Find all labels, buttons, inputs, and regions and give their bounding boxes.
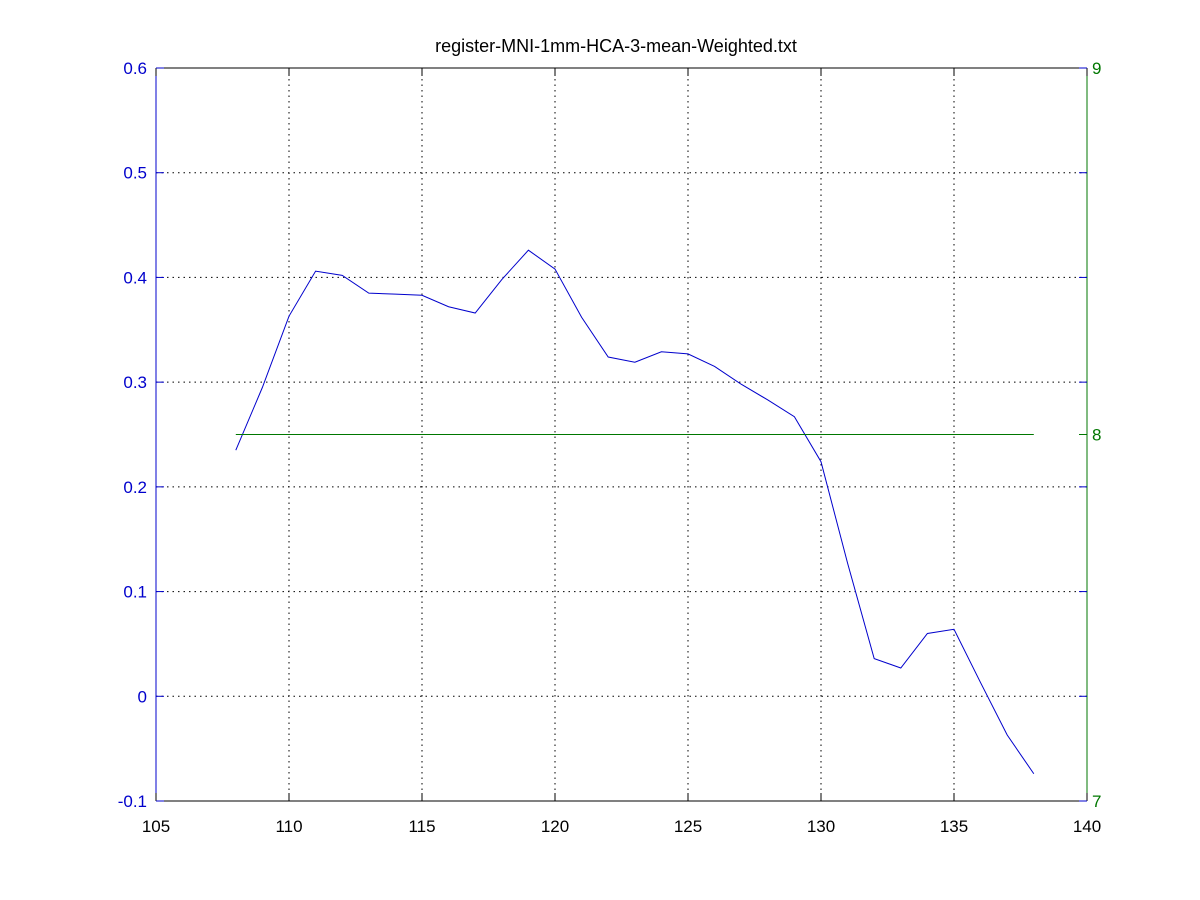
- y-right-tick-label-0: 7: [1092, 792, 1101, 811]
- y-left-tick-label-3: 0.2: [123, 478, 147, 497]
- y-right-tick-label-2: 9: [1092, 59, 1101, 78]
- y-left-tick-label-4: 0.3: [123, 373, 147, 392]
- y-left-tick-label-2: 0.1: [123, 583, 147, 602]
- series-lines: [235, 249, 1035, 775]
- y-left-tick-label-7: 0.6: [123, 59, 147, 78]
- x-tick-label-3: 120: [541, 817, 569, 836]
- tick-labels: 105 110 115 120 125 130 135 140 -0.1 0 0.1 0.2 0.3 0.…: [118, 59, 1102, 836]
- x-tick-label-1: 110: [275, 817, 302, 836]
- y-left-tick-label-1: 0: [138, 687, 147, 706]
- axes: [155, 67, 1088, 802]
- x-tick-label-7: 140: [1073, 817, 1101, 836]
- y-left-tick-label-5: 0.4: [123, 268, 147, 287]
- grid-lines: [156, 68, 1087, 801]
- x-tick-label-5: 130: [807, 817, 835, 836]
- x-tick-label-0: 105: [142, 817, 170, 836]
- chart-title: register-MNI-1mm-HCA-3-mean-Weighted.txt: [435, 36, 797, 56]
- y-left-tick-label-6: 0.5: [123, 164, 147, 183]
- x-tick-label-4: 125: [674, 817, 702, 836]
- y-left-tick-label-0: -0.1: [118, 792, 147, 811]
- series-line-0: [235, 249, 1035, 775]
- x-tick-label-2: 115: [408, 817, 435, 836]
- x-tick-label-6: 135: [940, 817, 968, 836]
- y-right-tick-label-1: 8: [1092, 426, 1101, 445]
